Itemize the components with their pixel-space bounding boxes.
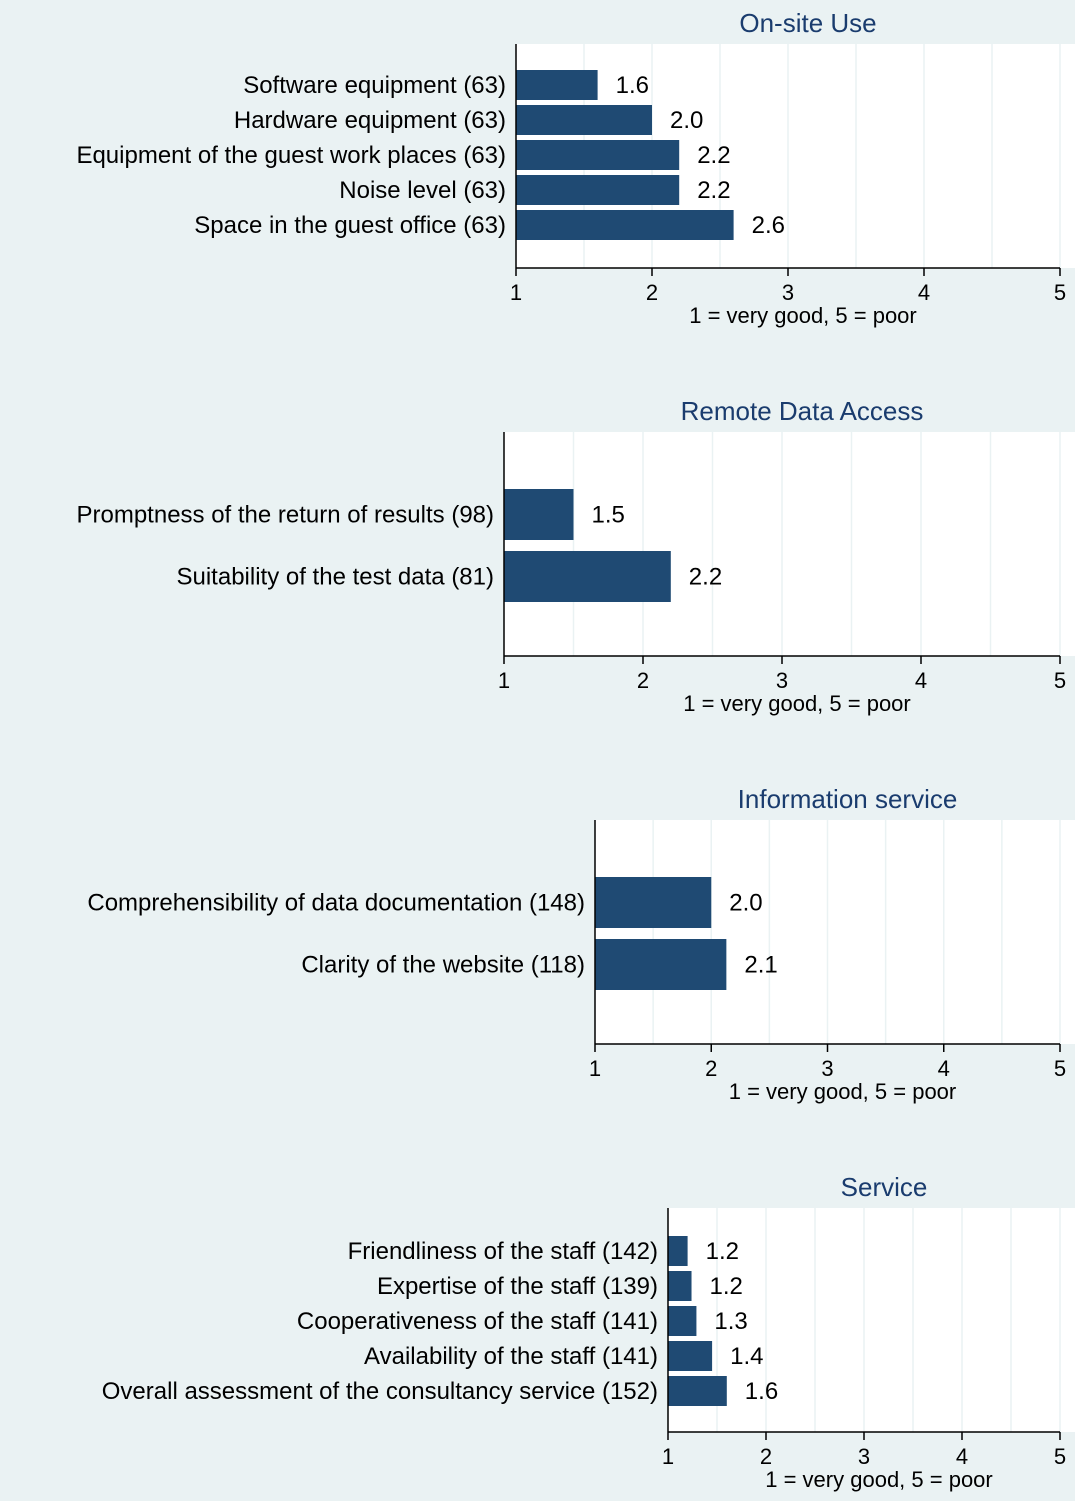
value-label: 2.2 [689,564,722,591]
value-label: 2.6 [752,212,785,239]
x-tick-label: 1 [662,1444,674,1469]
x-tick-label: 4 [956,1444,968,1469]
x-tick-label: 2 [637,668,649,693]
x-tick-label: 5 [1054,668,1066,693]
x-tick-label: 3 [858,1444,870,1469]
value-label: 1.6 [616,72,649,99]
x-tick-label: 4 [938,1056,950,1081]
value-label: 2.2 [697,142,730,169]
value-label: 2.0 [670,107,703,134]
x-axis-label: 1 = very good, 5 = poor [683,691,911,716]
value-label: 2.0 [729,890,762,917]
category-label: Suitability of the test data (81) [176,564,494,591]
x-tick-label: 3 [776,668,788,693]
category-label: Cooperativeness of the staff (141) [297,1308,658,1335]
x-tick-label: 1 [589,1056,601,1081]
category-label: Noise level (63) [339,177,506,204]
bar [504,551,671,602]
value-label: 1.4 [730,1343,763,1370]
category-label: Hardware equipment (63) [234,107,506,134]
bar [668,1341,713,1371]
x-tick-label: 2 [705,1056,717,1081]
value-label: 2.2 [697,177,730,204]
plot-area [668,1208,1075,1432]
bar [668,1376,727,1406]
bar [516,105,652,135]
value-label: 1.2 [710,1273,743,1300]
bar [516,70,598,100]
x-tick-label: 4 [915,668,927,693]
value-label: 2.1 [744,952,777,979]
bar [668,1306,697,1336]
bar [668,1271,692,1301]
category-label: Expertise of the staff (139) [377,1273,658,1300]
bar [516,175,680,205]
chart-title: On-site Use [739,8,876,38]
category-label: Clarity of the website (118) [301,952,585,979]
x-tick-label: 2 [760,1444,772,1469]
category-label: Availability of the staff (141) [364,1343,658,1370]
x-tick-label: 5 [1054,280,1066,305]
x-tick-label: 3 [782,280,794,305]
category-label: Friendliness of the staff (142) [348,1238,658,1265]
category-label: Space in the guest office (63) [194,212,506,239]
x-tick-label: 3 [821,1056,833,1081]
value-label: 1.5 [592,502,625,529]
value-label: 1.3 [714,1308,747,1335]
bar [504,489,574,540]
chart-title: Remote Data Access [681,396,924,426]
x-tick-label: 2 [646,280,658,305]
bar [595,939,727,990]
x-tick-label: 1 [498,668,510,693]
category-label: Overall assessment of the consultancy se… [102,1378,658,1405]
bar [516,140,680,170]
bar [668,1236,688,1266]
x-axis-label: 1 = very good, 5 = poor [765,1467,993,1492]
x-tick-label: 5 [1054,1444,1066,1469]
x-axis-label: 1 = very good, 5 = poor [729,1079,957,1104]
category-label: Comprehensibility of data documentation … [87,890,585,917]
plot-area [504,432,1075,656]
value-label: 1.6 [745,1378,778,1405]
x-tick-label: 4 [918,280,930,305]
x-tick-label: 5 [1054,1056,1066,1081]
chart-title: Information service [738,784,958,814]
x-tick-label: 1 [510,280,522,305]
value-label: 1.2 [706,1238,739,1265]
x-axis-label: 1 = very good, 5 = poor [689,303,917,328]
chart-title: Service [841,1172,928,1202]
bar [595,877,712,928]
plot-area [595,820,1075,1044]
category-label: Software equipment (63) [243,72,506,99]
category-label: Promptness of the return of results (98) [76,502,494,529]
category-label: Equipment of the guest work places (63) [76,142,506,169]
bar [516,210,734,240]
